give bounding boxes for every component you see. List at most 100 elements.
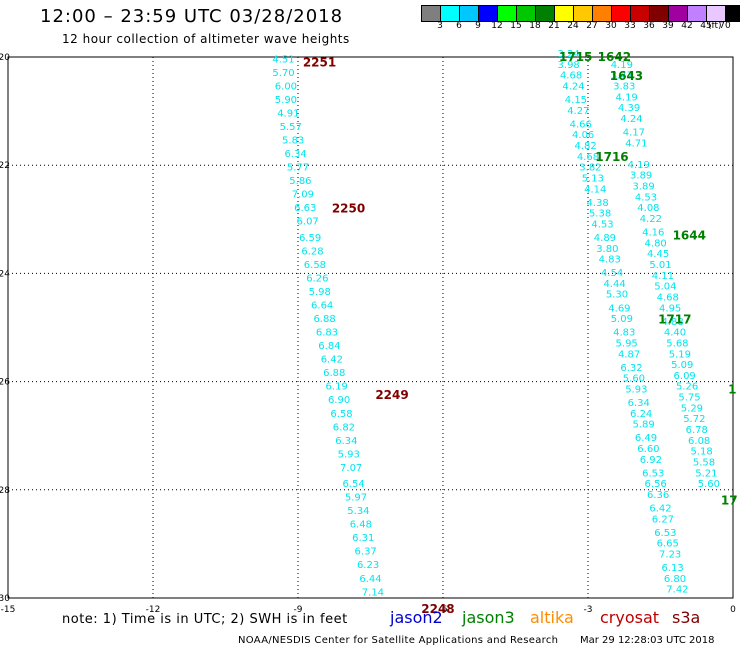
pass-time-label: 1715 <box>559 50 592 64</box>
swh-value: 6.37 <box>355 547 377 558</box>
track-track-b: 3.243.984.684.244.154.274.664.064.824.68… <box>558 49 689 596</box>
swh-value: 4.06 <box>572 130 594 141</box>
swh-value: 5.18 <box>690 447 712 458</box>
x-tick-label: -3 <box>584 605 593 615</box>
swh-value: 5.04 <box>654 282 676 293</box>
map-axes: -15-12-9-6-30-20-22-24-26-28-30 <box>0 53 736 615</box>
swh-value: 5.89 <box>632 420 654 431</box>
swh-value: 6.24 <box>630 409 652 420</box>
swh-value: 3.47 <box>611 71 633 82</box>
swh-value: 4.15 <box>565 95 587 106</box>
swh-value: 6.65 <box>657 539 679 550</box>
color-scale-label: 15 <box>510 21 522 31</box>
swh-value: 5.95 <box>616 338 638 349</box>
swh-value: 5.72 <box>683 414 705 425</box>
swh-value: 5.01 <box>649 260 671 271</box>
swh-value: 6.63 <box>294 203 316 214</box>
color-scale-label: 3 <box>437 21 443 31</box>
pass-time-label: 1642 <box>598 50 631 64</box>
color-scale-swatch <box>517 6 536 21</box>
swh-value: 5.34 <box>347 506 369 517</box>
swh-value: 6.49 <box>635 433 657 444</box>
track-track-c: 4.193.473.834.194.394.244.174.714.193.89… <box>611 60 720 490</box>
swh-value: 5.70 <box>272 68 294 79</box>
swh-value: 6.28 <box>301 246 323 257</box>
swh-value: 6.60 <box>637 444 659 455</box>
color-scale-swatch <box>460 6 479 21</box>
color-scale-swatch <box>726 6 740 21</box>
swh-value: 6.00 <box>275 81 297 92</box>
swh-value: 5.19 <box>669 349 691 360</box>
swh-value: 4.17 <box>623 127 645 138</box>
swh-value: 6.09 <box>674 371 696 382</box>
swh-value: 4.19 <box>611 60 633 71</box>
swh-value: 6.07 <box>297 217 319 228</box>
pass-time-label: 17 <box>721 494 738 508</box>
altimeter-tracks: 4.51 5.70 6.00 5.90 4.91 5.57 5.83 6.34 5.77 5.86… <box>272 49 720 598</box>
legend-jason2: jason2 <box>390 608 443 627</box>
swh-value: 6.34 <box>284 149 306 160</box>
x-tick-label: -15 <box>1 605 16 615</box>
swh-value: 6.58 <box>330 409 352 420</box>
swh-value: 5.38 <box>589 209 611 220</box>
swh-value: 3.89 <box>632 182 654 193</box>
legend-altika: altika <box>530 608 574 627</box>
pass-time-label: 1643 <box>610 69 643 83</box>
swh-value: 4.95 <box>659 303 681 314</box>
swh-value: 4.19 <box>616 92 638 103</box>
swh-value: 4.40 <box>664 328 686 339</box>
color-scale-label: 6 <box>456 21 462 31</box>
swh-value: 6.56 <box>645 479 667 490</box>
swh-value: 6.36 <box>647 490 669 501</box>
color-scale-unit: (ft) <box>708 21 722 31</box>
color-scale-swatch <box>593 6 612 21</box>
color-scale-label: 21 <box>548 21 560 31</box>
color-scale-swatch <box>612 6 631 21</box>
swh-value: 6.48 <box>350 520 372 531</box>
swh-value: 6.32 <box>620 363 642 374</box>
swh-value: 6.53 <box>654 528 676 539</box>
x-tick-label: -9 <box>294 605 303 615</box>
swh-value: 6.34 <box>628 398 650 409</box>
color-scale-swatch <box>650 6 669 21</box>
swh-value: 5.29 <box>681 403 703 414</box>
pass-time-label: 1644 <box>673 229 706 243</box>
swh-value: 4.88 <box>661 317 683 328</box>
swh-value: 3.83 <box>613 81 635 92</box>
legend-jason3: jason3 <box>462 608 515 627</box>
map-grid <box>7 56 734 599</box>
footnote: note: 1) Time is in UTC; 2) SWH is in fe… <box>62 612 348 627</box>
swh-value: 4.68 <box>577 152 599 163</box>
swh-value: 6.42 <box>321 355 343 366</box>
x-tick-label: -12 <box>146 605 161 615</box>
color-scale-labels: 3 6 9 12 15 18 21 24 27 30 33 36 39 42 45 70 <box>421 21 731 33</box>
color-scale-swatch <box>707 6 726 21</box>
color-scale-label: 42 <box>681 21 693 31</box>
swh-value: 4.24 <box>562 81 584 92</box>
swh-value: 6.80 <box>664 574 686 585</box>
swh-value: 5.77 <box>287 163 309 174</box>
swh-value: 6.34 <box>335 436 357 447</box>
color-scale-label: 24 <box>567 21 579 31</box>
color-scale-swatch <box>631 6 650 21</box>
swh-value: 4.68 <box>657 292 679 303</box>
color-scale-label: 30 <box>605 21 617 31</box>
pass-time-label: 2250 <box>332 201 365 215</box>
swh-value: 6.83 <box>316 328 338 339</box>
swh-value: 5.21 <box>695 468 717 479</box>
swh-value: 6.84 <box>318 341 340 352</box>
pass-time-label: 2249 <box>375 388 408 402</box>
swh-value: 6.92 <box>640 455 662 466</box>
swh-value: 5.86 <box>289 176 311 187</box>
y-tick-label: -26 <box>0 378 10 388</box>
color-scale-label: 9 <box>475 21 481 31</box>
swh-value: 3.24 <box>558 49 580 60</box>
swh-value: 6.54 <box>342 479 364 490</box>
chart-title: 12:00 – 23:59 UTC 03/28/2018 <box>40 6 344 27</box>
swh-value: 3.98 <box>558 60 580 71</box>
swh-value: 4.91 <box>277 109 299 120</box>
swh-value: 5.26 <box>676 382 698 393</box>
swh-value: 3.82 <box>579 163 601 174</box>
color-scale-label: 45 <box>700 21 712 31</box>
